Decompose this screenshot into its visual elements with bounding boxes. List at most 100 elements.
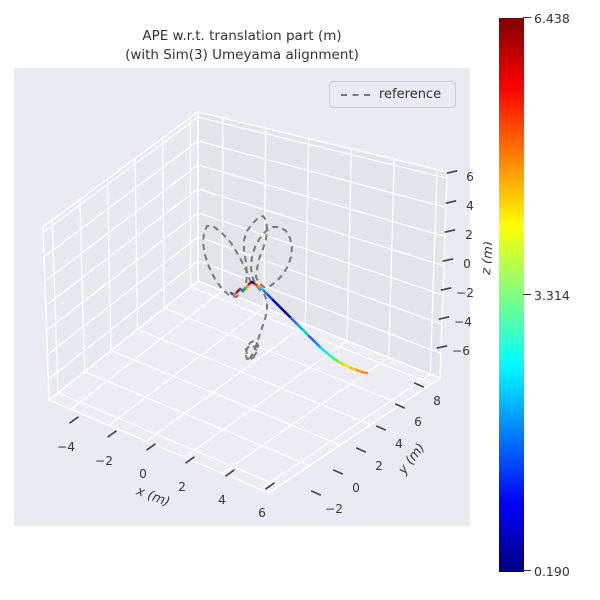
z-tick-label: 0 [463, 257, 471, 271]
grid-line [221, 117, 224, 291]
x-tick-label: 2 [178, 480, 186, 494]
grid-line [47, 236, 199, 356]
grid-line [259, 373, 431, 490]
y-tick-label: 2 [375, 459, 383, 473]
z-tick-label: −4 [454, 315, 472, 329]
x-tick-label: −2 [95, 454, 113, 468]
grid-line [222, 356, 390, 474]
ape-trajectory-segment [313, 340, 323, 350]
y-tick-label: −2 [325, 502, 343, 516]
grid-line [304, 138, 310, 325]
grid-line [197, 164, 445, 238]
z-tick-label: −6 [452, 344, 470, 358]
y-tick-label: 6 [414, 415, 422, 429]
y-tick-label: 0 [352, 481, 360, 495]
y-tick-label: 8 [433, 394, 441, 408]
pane-edge [47, 280, 442, 494]
colorbar-tick-min [523, 570, 531, 571]
grid-line [79, 199, 86, 372]
y-tick-mark [332, 469, 344, 475]
z-tick-mark [446, 170, 458, 174]
ape-trajectory-segment [325, 351, 335, 360]
y-tick-mark [394, 403, 406, 409]
y-tick-mark [310, 490, 322, 496]
colorbar-label-min: 0.190 [534, 564, 570, 579]
z-tick-mark [444, 229, 456, 233]
chart-title-line1: APE w.r.t. translation part (m) [142, 28, 342, 44]
x-tick-mark [107, 430, 117, 438]
z-tick-label: −2 [456, 286, 474, 300]
grid-line [70, 290, 223, 410]
chart-title: APE w.r.t. translation part (m) (with Si… [14, 27, 470, 65]
ape-trajectory-segment [289, 316, 299, 326]
grid-line [197, 140, 446, 208]
z-tick-label: 6 [466, 170, 474, 184]
colorbar-tick-max [523, 17, 531, 18]
grid-line [44, 164, 199, 282]
y-tick-mark [413, 382, 425, 388]
grid-line [84, 371, 310, 467]
grid-line [106, 179, 112, 351]
legend-dashed-line-sample [341, 93, 370, 96]
ape-trajectory-segment [331, 356, 341, 364]
z-tick-label: 2 [465, 228, 473, 242]
z-tick-mark [440, 287, 452, 291]
pane-floor [49, 281, 440, 493]
x-tick-mark [225, 469, 235, 477]
reference-path [202, 215, 293, 361]
colorbar [499, 18, 524, 572]
ape-trajectory-segment [307, 334, 317, 344]
x-tick-mark [265, 482, 275, 490]
grid-line [134, 158, 139, 330]
grid-line [46, 212, 199, 331]
ape-trajectory-segment [360, 370, 369, 375]
x-tick-label: 0 [139, 467, 147, 481]
grid-line [51, 220, 59, 393]
grid-line [197, 188, 445, 267]
x-tick-label: −4 [57, 440, 75, 454]
y-tick-mark [355, 447, 367, 453]
grid-line [184, 340, 348, 458]
ape-trajectory-segment [271, 298, 281, 308]
grid-line [47, 260, 199, 380]
grid-line [146, 323, 306, 442]
colorbar-label-max: 6.438 [534, 11, 570, 26]
grid-line [429, 169, 438, 375]
x-tick-mark [146, 443, 156, 451]
z-tick-mark [436, 345, 448, 349]
grid-line [57, 392, 280, 487]
grid-line [42, 116, 199, 233]
z-tick-mark [445, 200, 457, 204]
y-tick-mark [375, 425, 387, 431]
grid-line [197, 260, 442, 354]
colorbar-tick-mid [523, 294, 531, 295]
grid-line [190, 286, 432, 385]
legend-label-reference: reference [379, 87, 442, 102]
grid-line [346, 148, 353, 341]
grid-line [388, 159, 395, 358]
y-tick-label: 4 [395, 437, 403, 451]
colorbar-label-mid: 3.314 [534, 288, 570, 303]
grid-line [162, 138, 165, 309]
ape-trajectory-segment [301, 328, 311, 338]
grid-line [43, 140, 199, 258]
x-tick-mark [69, 416, 79, 424]
grid-line [45, 188, 199, 307]
pane-right-wall [198, 112, 447, 378]
grid-line [110, 349, 341, 446]
ape-trajectory-segment [277, 304, 287, 314]
ape-trajectory-segment [283, 310, 293, 320]
grid-line [197, 116, 447, 179]
grid-line [137, 328, 371, 426]
x-tick-label: 4 [218, 493, 226, 507]
grid-line [108, 306, 265, 426]
ape-trajectory-segment [319, 346, 329, 355]
z-tick-label: 4 [466, 199, 474, 213]
x-tick-mark [185, 456, 195, 464]
grid-line [197, 212, 444, 296]
grid-line [163, 307, 402, 405]
x-tick-label: 6 [258, 506, 266, 520]
ape-trajectory-segment [295, 322, 305, 332]
